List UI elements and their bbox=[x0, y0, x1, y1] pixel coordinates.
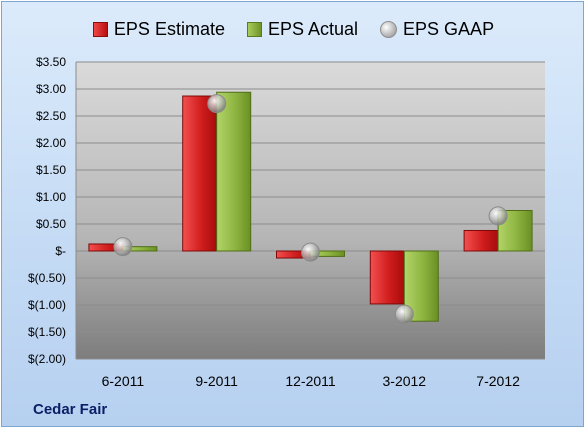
gaap-point bbox=[301, 242, 320, 262]
legend-swatch-gaap bbox=[380, 20, 398, 38]
y-tick-label: $(2.00) bbox=[28, 352, 66, 366]
x-tick-label: 3-2012 bbox=[383, 373, 427, 389]
gaap-point bbox=[488, 206, 508, 226]
x-tick-label: 12-2011 bbox=[285, 373, 336, 389]
bar-actual bbox=[216, 91, 252, 252]
y-tick-label: $3.00 bbox=[36, 82, 66, 96]
legend-item-gaap: EPS GAAP bbox=[380, 19, 494, 40]
legend-swatch-estimate bbox=[92, 21, 108, 37]
company-name: Cedar Fair bbox=[33, 401, 108, 418]
y-tick-label: $2.50 bbox=[36, 109, 66, 123]
legend-label-gaap: EPS GAAP bbox=[403, 18, 495, 39]
x-tick-label: 9-2011 bbox=[195, 373, 238, 389]
y-tick-label: $0.50 bbox=[36, 217, 66, 231]
legend-label-estimate: EPS Estimate bbox=[113, 18, 225, 39]
y-tick-label: $- bbox=[55, 244, 66, 258]
y-tick-label: $2.00 bbox=[36, 136, 66, 150]
bar-actual bbox=[497, 210, 533, 252]
y-tick-label: $1.50 bbox=[36, 163, 66, 177]
legend: EPS Estimate EPS Actual EPS GAAP bbox=[0, 17, 587, 41]
gaap-point bbox=[113, 237, 133, 257]
plot-area bbox=[76, 62, 545, 359]
bar-estimate bbox=[182, 95, 218, 252]
y-tick-label: $(1.00) bbox=[28, 298, 66, 312]
legend-label-actual: EPS Actual bbox=[267, 18, 359, 39]
y-tick-label: $(0.50) bbox=[28, 271, 66, 285]
x-tick-label: 7-2012 bbox=[476, 373, 520, 389]
y-tick-label: $(1.50) bbox=[28, 325, 66, 339]
bar-estimate bbox=[369, 250, 405, 305]
bar-estimate bbox=[463, 229, 499, 252]
legend-swatch-actual bbox=[246, 21, 262, 37]
gaap-point bbox=[207, 94, 227, 114]
y-tick-label: $3.50 bbox=[36, 55, 66, 69]
gaap-point bbox=[394, 304, 414, 324]
x-tick-label: 6-2011 bbox=[102, 373, 145, 389]
legend-item-actual: EPS Actual bbox=[246, 18, 359, 40]
legend-item-estimate: EPS Estimate bbox=[92, 18, 225, 40]
y-tick-label: $1.00 bbox=[36, 190, 66, 204]
